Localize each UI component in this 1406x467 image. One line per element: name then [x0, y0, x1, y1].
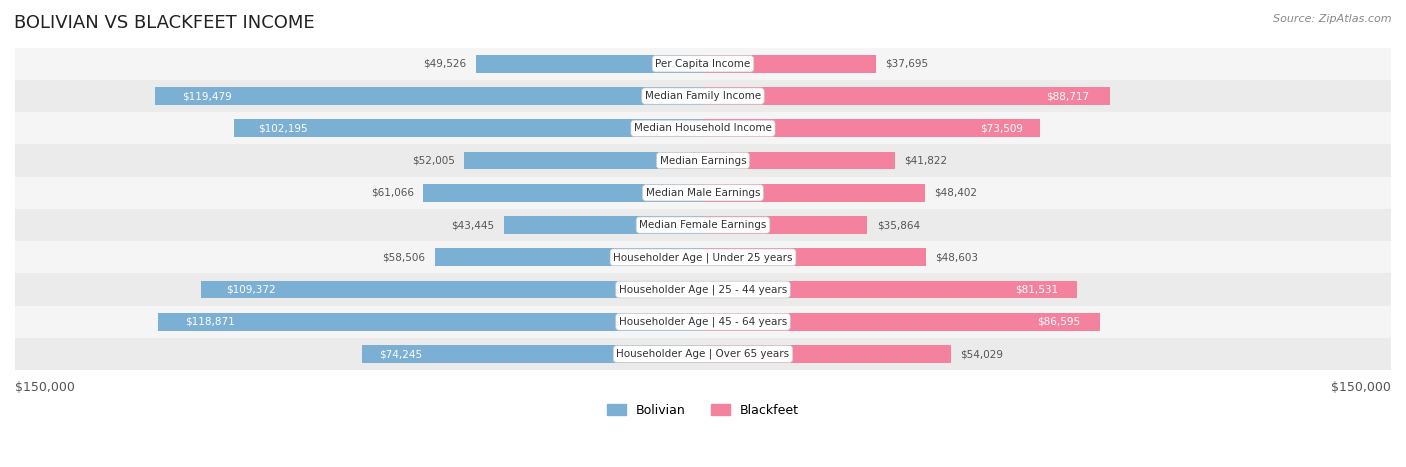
Bar — [464, 152, 703, 170]
Bar — [235, 120, 703, 137]
Bar — [15, 48, 1391, 80]
Text: Householder Age | 45 - 64 years: Householder Age | 45 - 64 years — [619, 317, 787, 327]
Text: $48,603: $48,603 — [935, 252, 979, 262]
Bar — [201, 281, 703, 298]
Text: Median Female Earnings: Median Female Earnings — [640, 220, 766, 230]
Text: Median Earnings: Median Earnings — [659, 156, 747, 166]
Bar — [423, 184, 703, 202]
Text: Per Capita Income: Per Capita Income — [655, 59, 751, 69]
Bar — [475, 55, 703, 73]
Bar — [15, 274, 1391, 306]
Bar — [15, 209, 1391, 241]
Bar — [157, 313, 703, 331]
Text: $35,864: $35,864 — [877, 220, 920, 230]
Text: $150,000: $150,000 — [15, 382, 75, 395]
Text: $102,195: $102,195 — [257, 123, 308, 133]
Text: $73,509: $73,509 — [980, 123, 1024, 133]
Bar — [15, 112, 1391, 144]
Bar — [15, 80, 1391, 112]
Bar — [15, 144, 1391, 177]
Text: $119,479: $119,479 — [183, 91, 232, 101]
Bar — [503, 216, 703, 234]
Text: $41,822: $41,822 — [904, 156, 948, 166]
Bar — [703, 216, 868, 234]
Bar — [155, 87, 703, 105]
Text: $49,526: $49,526 — [423, 59, 467, 69]
Text: Median Family Income: Median Family Income — [645, 91, 761, 101]
Text: $61,066: $61,066 — [371, 188, 413, 198]
Bar — [703, 184, 925, 202]
Bar — [703, 313, 1099, 331]
Text: Householder Age | 25 - 44 years: Householder Age | 25 - 44 years — [619, 284, 787, 295]
Bar — [434, 248, 703, 266]
Text: $58,506: $58,506 — [382, 252, 426, 262]
Text: $150,000: $150,000 — [1331, 382, 1391, 395]
Text: Median Household Income: Median Household Income — [634, 123, 772, 133]
Text: $37,695: $37,695 — [884, 59, 928, 69]
Text: $52,005: $52,005 — [412, 156, 456, 166]
Text: $48,402: $48,402 — [934, 188, 977, 198]
Bar — [15, 177, 1391, 209]
Text: BOLIVIAN VS BLACKFEET INCOME: BOLIVIAN VS BLACKFEET INCOME — [14, 14, 315, 32]
Bar — [15, 306, 1391, 338]
Text: $81,531: $81,531 — [1015, 284, 1059, 295]
Bar — [703, 87, 1109, 105]
Bar — [703, 152, 894, 170]
Bar — [703, 281, 1077, 298]
Legend: Bolivian, Blackfeet: Bolivian, Blackfeet — [602, 399, 804, 422]
Text: $86,595: $86,595 — [1038, 317, 1080, 327]
Text: Source: ZipAtlas.com: Source: ZipAtlas.com — [1274, 14, 1392, 24]
Text: Householder Age | Under 25 years: Householder Age | Under 25 years — [613, 252, 793, 262]
Bar — [703, 248, 927, 266]
Text: $88,717: $88,717 — [1046, 91, 1090, 101]
Text: $118,871: $118,871 — [186, 317, 235, 327]
Text: Median Male Earnings: Median Male Earnings — [645, 188, 761, 198]
Text: $109,372: $109,372 — [226, 284, 276, 295]
Bar — [15, 241, 1391, 274]
Bar — [703, 120, 1040, 137]
Bar — [363, 345, 703, 363]
Bar — [703, 345, 950, 363]
Bar — [703, 55, 876, 73]
Text: $74,245: $74,245 — [380, 349, 423, 359]
Text: $43,445: $43,445 — [451, 220, 495, 230]
Bar — [15, 338, 1391, 370]
Text: Householder Age | Over 65 years: Householder Age | Over 65 years — [616, 349, 790, 359]
Text: $54,029: $54,029 — [960, 349, 1002, 359]
